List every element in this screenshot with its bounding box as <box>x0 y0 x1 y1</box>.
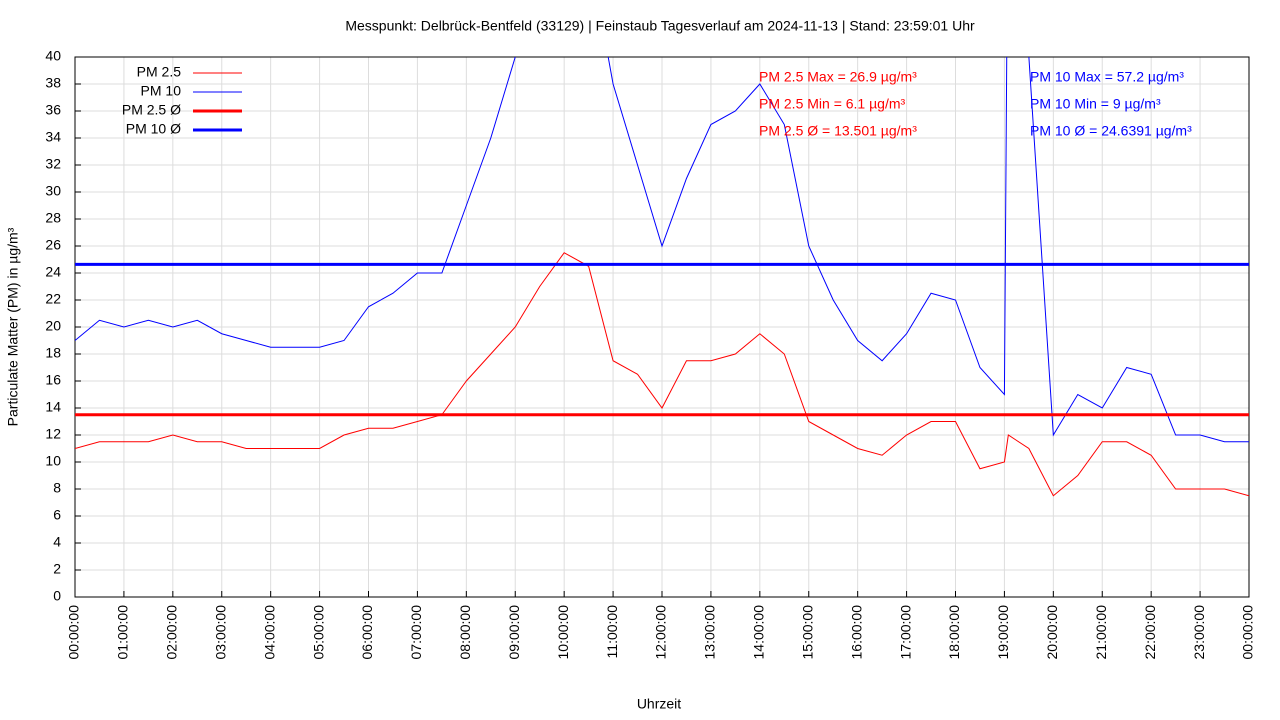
y-tick-label: 16 <box>45 372 61 388</box>
annotation: PM 2.5 Min = 6.1 µg/m³ <box>759 96 906 112</box>
annotation: PM 10 Ø = 24.6391 µg/m³ <box>1030 123 1192 139</box>
legend-label: PM 10 <box>141 83 182 99</box>
y-tick-label: 14 <box>45 399 61 415</box>
annotation: PM 10 Max = 57.2 µg/m³ <box>1030 69 1184 85</box>
x-tick-label: 06:00:00 <box>359 605 375 660</box>
plot-area <box>75 57 1249 497</box>
chart-title: Messpunkt: Delbrück-Bentfeld (33129) | F… <box>345 18 975 34</box>
data-line <box>75 252 1249 497</box>
x-tick-label: 05:00:00 <box>310 605 326 660</box>
x-tick-label: 00:00:00 <box>1240 605 1256 660</box>
x-tick-label: 10:00:00 <box>555 605 571 660</box>
y-tick-label: 30 <box>45 183 61 199</box>
y-tick-label: 28 <box>45 210 61 226</box>
y-tick-label: 36 <box>45 102 61 118</box>
x-tick-label: 08:00:00 <box>457 605 473 660</box>
annotation: PM 2.5 Max = 26.9 µg/m³ <box>759 69 917 85</box>
x-tick-label: 19:00:00 <box>995 605 1011 660</box>
x-tick-label: 02:00:00 <box>164 605 180 660</box>
legend-label: PM 2.5 <box>137 64 182 80</box>
legend-label: PM 2.5 Ø <box>122 102 181 118</box>
x-tick-label: 15:00:00 <box>799 605 815 660</box>
x-tick-label: 23:00:00 <box>1191 605 1207 660</box>
x-tick-label: 12:00:00 <box>653 605 669 660</box>
y-tick-label: 0 <box>53 588 61 604</box>
annotation: PM 10 Min = 9 µg/m³ <box>1030 96 1161 112</box>
annotation: PM 2.5 Ø = 13.501 µg/m³ <box>759 123 917 139</box>
x-tick-label: 20:00:00 <box>1044 605 1060 660</box>
y-tick-label: 32 <box>45 156 61 172</box>
y-tick-label: 4 <box>53 534 61 550</box>
y-tick-label: 20 <box>45 318 61 334</box>
x-tick-label: 00:00:00 <box>66 605 82 660</box>
x-tick-label: 17:00:00 <box>897 605 913 660</box>
y-tick-label: 8 <box>53 480 61 496</box>
x-tick-label: 03:00:00 <box>212 605 228 660</box>
y-tick-label: 26 <box>45 237 61 253</box>
x-tick-label: 01:00:00 <box>115 605 131 660</box>
y-tick-label: 34 <box>45 129 61 145</box>
y-axis-label: Particulate Matter (PM) in µg/m³ <box>5 227 21 426</box>
y-tick-label: 2 <box>53 561 61 577</box>
x-tick-label: 18:00:00 <box>946 605 962 660</box>
x-tick-label: 09:00:00 <box>506 605 522 660</box>
x-tick-label: 11:00:00 <box>604 605 620 659</box>
y-tick-label: 12 <box>45 426 61 442</box>
y-tick-label: 40 <box>45 48 61 64</box>
x-tick-label: 21:00:00 <box>1093 605 1109 660</box>
y-tick-label: 24 <box>45 264 61 280</box>
x-tick-label: 13:00:00 <box>702 605 718 660</box>
x-tick-label: 16:00:00 <box>848 605 864 660</box>
legend-label: PM 10 Ø <box>126 121 181 137</box>
data-line <box>75 57 1249 443</box>
x-tick-label: 07:00:00 <box>408 605 424 660</box>
x-axis-label: Uhrzeit <box>637 696 681 712</box>
plot-frame <box>74 56 1250 598</box>
y-tick-label: 10 <box>45 453 61 469</box>
x-tick-label: 22:00:00 <box>1142 605 1158 660</box>
x-tick-label: 04:00:00 <box>261 605 277 660</box>
y-tick-label: 18 <box>45 345 61 361</box>
x-tick-label: 14:00:00 <box>751 605 767 660</box>
y-tick-label: 38 <box>45 75 61 91</box>
y-tick-label: 22 <box>45 291 61 307</box>
y-tick-label: 6 <box>53 507 61 523</box>
